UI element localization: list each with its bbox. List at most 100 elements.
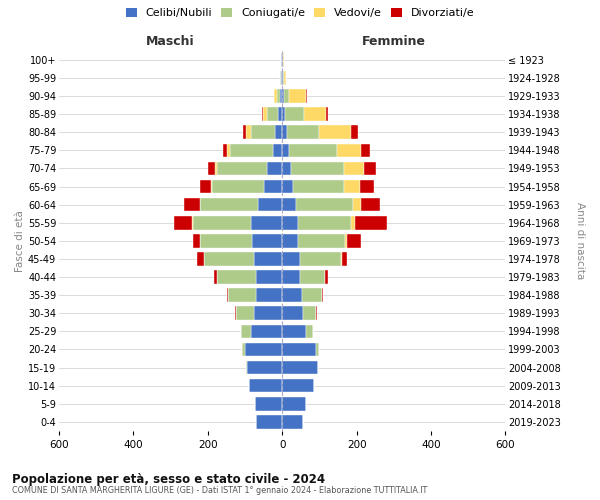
- Bar: [282, 126, 287, 139]
- Bar: [355, 216, 387, 230]
- Bar: [353, 198, 361, 211]
- Bar: [282, 379, 314, 392]
- Bar: [282, 144, 289, 157]
- Bar: [266, 108, 278, 121]
- Bar: [282, 162, 292, 175]
- Bar: [282, 108, 285, 121]
- Bar: [280, 71, 281, 85]
- Bar: [289, 144, 337, 157]
- Bar: [282, 198, 296, 211]
- Bar: [282, 234, 298, 247]
- Bar: [325, 270, 328, 284]
- Bar: [282, 180, 293, 194]
- Bar: [298, 234, 346, 247]
- Bar: [275, 126, 282, 139]
- Bar: [346, 234, 347, 247]
- Bar: [319, 126, 351, 139]
- Bar: [211, 180, 212, 194]
- Bar: [193, 216, 251, 230]
- Bar: [337, 144, 361, 157]
- Bar: [344, 162, 364, 175]
- Bar: [282, 252, 299, 266]
- Bar: [256, 288, 282, 302]
- Bar: [282, 397, 307, 410]
- Bar: [228, 288, 256, 302]
- Bar: [243, 126, 246, 139]
- Bar: [280, 89, 282, 103]
- Bar: [284, 89, 289, 103]
- Bar: [278, 108, 282, 121]
- Bar: [241, 324, 251, 338]
- Bar: [214, 270, 217, 284]
- Bar: [247, 361, 282, 374]
- Bar: [200, 198, 258, 211]
- Bar: [302, 288, 322, 302]
- Bar: [316, 306, 317, 320]
- Bar: [256, 415, 282, 428]
- Bar: [307, 324, 313, 338]
- Bar: [284, 71, 286, 85]
- Bar: [277, 89, 280, 103]
- Bar: [299, 252, 341, 266]
- Bar: [304, 306, 316, 320]
- Bar: [293, 180, 344, 194]
- Bar: [296, 198, 353, 211]
- Text: Maschi: Maschi: [146, 35, 195, 48]
- Bar: [217, 270, 256, 284]
- Bar: [292, 162, 344, 175]
- Bar: [208, 162, 215, 175]
- Bar: [251, 126, 275, 139]
- Bar: [317, 361, 318, 374]
- Bar: [217, 162, 268, 175]
- Bar: [341, 252, 342, 266]
- Bar: [256, 397, 282, 410]
- Bar: [245, 342, 282, 356]
- Bar: [251, 324, 282, 338]
- Bar: [282, 324, 307, 338]
- Bar: [285, 108, 304, 121]
- Bar: [246, 361, 247, 374]
- Bar: [304, 108, 326, 121]
- Bar: [268, 162, 282, 175]
- Bar: [344, 180, 359, 194]
- Bar: [281, 53, 282, 66]
- Bar: [283, 53, 284, 66]
- Bar: [249, 379, 282, 392]
- Bar: [235, 306, 236, 320]
- Bar: [282, 216, 298, 230]
- Bar: [326, 108, 328, 121]
- Bar: [359, 180, 374, 194]
- Bar: [254, 306, 282, 320]
- Bar: [283, 71, 284, 85]
- Bar: [342, 252, 347, 266]
- Bar: [274, 89, 277, 103]
- Bar: [364, 162, 376, 175]
- Bar: [212, 180, 263, 194]
- Bar: [193, 234, 200, 247]
- Bar: [263, 108, 266, 121]
- Bar: [230, 144, 273, 157]
- Text: COMUNE DI SANTA MARGHERITA LIGURE (GE) - Dati ISTAT 1° gennaio 2024 - Elaborazio: COMUNE DI SANTA MARGHERITA LIGURE (GE) -…: [12, 486, 427, 495]
- Bar: [227, 288, 228, 302]
- Bar: [262, 108, 263, 121]
- Bar: [282, 89, 284, 103]
- Bar: [282, 306, 304, 320]
- Bar: [282, 415, 302, 428]
- Bar: [254, 252, 282, 266]
- Bar: [281, 71, 282, 85]
- Bar: [273, 144, 282, 157]
- Bar: [282, 288, 302, 302]
- Bar: [316, 342, 319, 356]
- Bar: [350, 216, 355, 230]
- Bar: [215, 162, 217, 175]
- Bar: [227, 144, 230, 157]
- Bar: [174, 216, 192, 230]
- Bar: [282, 71, 283, 85]
- Bar: [282, 53, 283, 66]
- Bar: [197, 252, 204, 266]
- Legend: Celibi/Nubili, Coniugati/e, Vedovi/e, Divorziati/e: Celibi/Nubili, Coniugati/e, Vedovi/e, Di…: [124, 6, 476, 20]
- Bar: [256, 270, 282, 284]
- Bar: [200, 234, 253, 247]
- Bar: [242, 342, 245, 356]
- Bar: [251, 216, 282, 230]
